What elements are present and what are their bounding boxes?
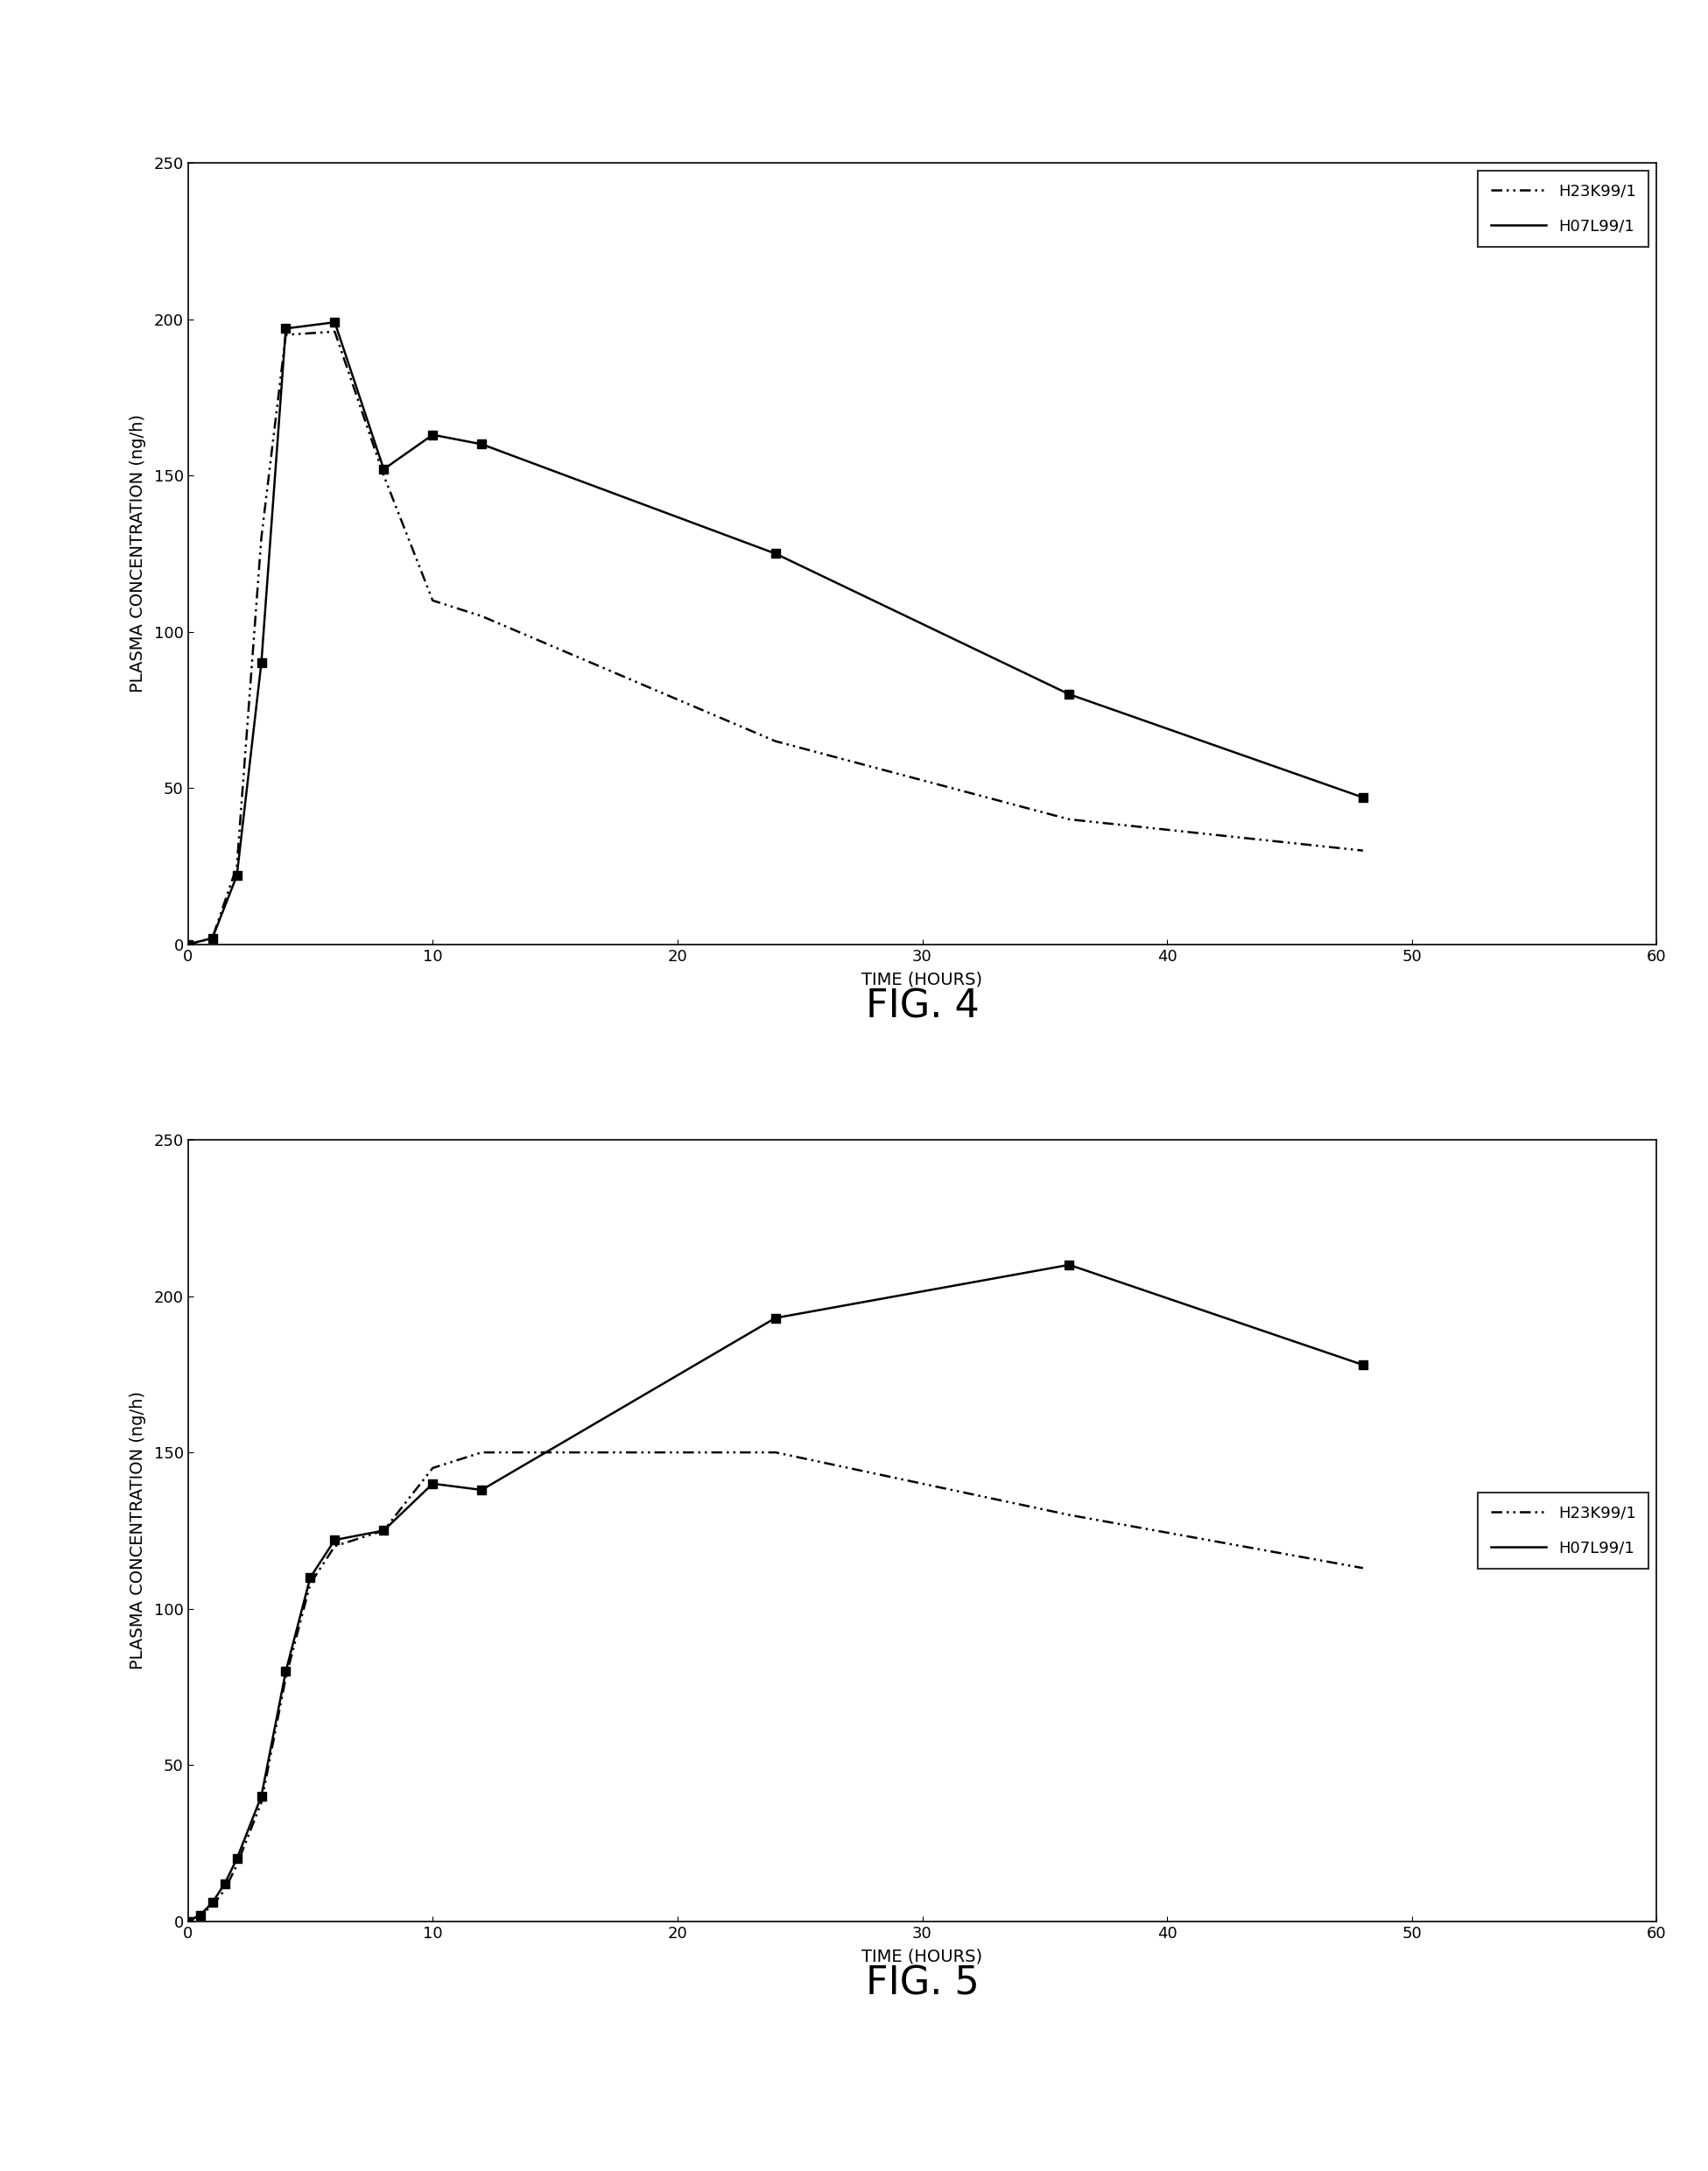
H07L99/1 bbox=[1353, 784, 1373, 810]
H23K99/1 bbox=[202, 1893, 222, 1919]
H23K99/1 bbox=[202, 925, 222, 951]
H23K99/1 bbox=[178, 1908, 198, 1934]
H23K99/1 bbox=[251, 1789, 272, 1815]
H07L99/1 bbox=[325, 308, 345, 334]
H07L99/1 bbox=[227, 1845, 248, 1871]
H07L99/1 bbox=[471, 432, 492, 458]
Legend: H23K99/1, H07L99/1: H23K99/1, H07L99/1 bbox=[1477, 172, 1648, 247]
H07L99/1 bbox=[275, 1659, 295, 1685]
H23K99/1 bbox=[275, 321, 295, 347]
H07L99/1 bbox=[301, 1565, 321, 1591]
Line: H23K99/1: H23K99/1 bbox=[188, 332, 1363, 944]
H07L99/1 bbox=[251, 1782, 272, 1808]
H07L99/1 bbox=[422, 1470, 442, 1496]
H23K99/1 bbox=[215, 1878, 236, 1904]
H23K99/1 bbox=[422, 1455, 442, 1481]
H07L99/1 bbox=[178, 1908, 198, 1934]
Line: H07L99/1: H07L99/1 bbox=[188, 1266, 1363, 1921]
H07L99/1 bbox=[275, 315, 295, 341]
H23K99/1 bbox=[471, 604, 492, 630]
H23K99/1 bbox=[227, 1852, 248, 1878]
H23K99/1 bbox=[765, 1439, 786, 1465]
Text: FIG. 5: FIG. 5 bbox=[866, 1965, 979, 2002]
H07L99/1 bbox=[215, 1871, 236, 1897]
H07L99/1 bbox=[765, 1305, 786, 1331]
H23K99/1 bbox=[301, 1570, 321, 1596]
H23K99/1 bbox=[765, 727, 786, 753]
H07L99/1 bbox=[1059, 1253, 1079, 1279]
H23K99/1 bbox=[275, 1665, 295, 1691]
H23K99/1 bbox=[190, 1902, 210, 1928]
X-axis label: TIME (HOURS): TIME (HOURS) bbox=[863, 973, 982, 988]
H07L99/1 bbox=[251, 649, 272, 675]
Line: H23K99/1: H23K99/1 bbox=[188, 1452, 1363, 1921]
H23K99/1 bbox=[374, 1518, 395, 1544]
H23K99/1 bbox=[1059, 1502, 1079, 1528]
H23K99/1 bbox=[325, 319, 345, 345]
H23K99/1 bbox=[251, 525, 272, 551]
H07L99/1 bbox=[202, 1889, 222, 1915]
Y-axis label: PLASMA CONCENTRATION (ng/h): PLASMA CONCENTRATION (ng/h) bbox=[130, 415, 147, 693]
Line: H07L99/1: H07L99/1 bbox=[188, 321, 1363, 944]
H07L99/1 bbox=[765, 541, 786, 567]
H07L99/1 bbox=[1353, 1353, 1373, 1379]
H23K99/1 bbox=[1353, 838, 1373, 864]
H07L99/1 bbox=[374, 456, 395, 482]
Legend: H23K99/1, H07L99/1: H23K99/1, H07L99/1 bbox=[1477, 1494, 1648, 1567]
Y-axis label: PLASMA CONCENTRATION (ng/h): PLASMA CONCENTRATION (ng/h) bbox=[130, 1392, 147, 1669]
H07L99/1 bbox=[471, 1476, 492, 1502]
H07L99/1 bbox=[325, 1526, 345, 1552]
X-axis label: TIME (HOURS): TIME (HOURS) bbox=[863, 1950, 982, 1965]
H23K99/1 bbox=[374, 462, 395, 488]
H07L99/1 bbox=[227, 862, 248, 888]
H07L99/1 bbox=[190, 1902, 210, 1928]
H23K99/1 bbox=[325, 1533, 345, 1559]
H23K99/1 bbox=[1353, 1554, 1373, 1580]
H23K99/1 bbox=[227, 853, 248, 879]
H23K99/1 bbox=[471, 1439, 492, 1465]
H07L99/1 bbox=[1059, 682, 1079, 708]
H07L99/1 bbox=[374, 1518, 395, 1544]
H23K99/1 bbox=[1059, 805, 1079, 831]
H07L99/1 bbox=[178, 931, 198, 957]
H23K99/1 bbox=[422, 588, 442, 614]
H23K99/1 bbox=[178, 931, 198, 957]
Text: FIG. 4: FIG. 4 bbox=[866, 988, 979, 1025]
H07L99/1 bbox=[202, 925, 222, 951]
H07L99/1 bbox=[422, 421, 442, 447]
